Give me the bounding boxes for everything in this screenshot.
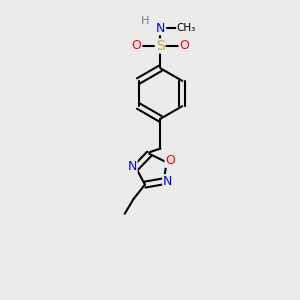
Text: O: O: [165, 154, 175, 167]
Text: S: S: [156, 39, 165, 53]
Text: CH₃: CH₃: [177, 23, 196, 33]
Text: O: O: [132, 40, 142, 52]
Text: H: H: [141, 16, 150, 26]
Text: N: N: [163, 175, 172, 188]
Text: N: N: [128, 160, 137, 173]
Text: O: O: [179, 40, 189, 52]
Text: N: N: [156, 22, 165, 34]
